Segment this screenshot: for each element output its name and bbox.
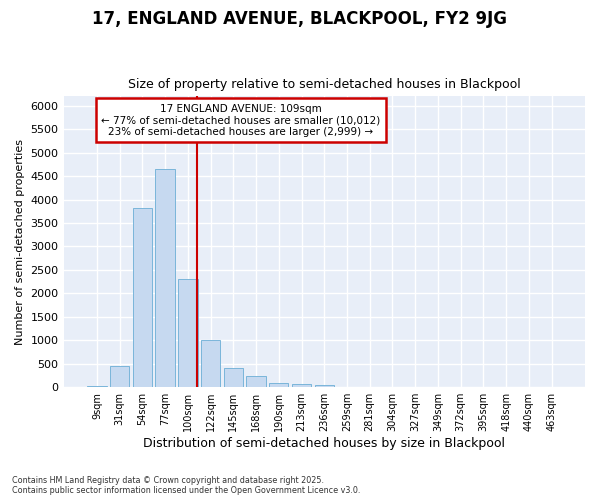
Bar xyxy=(133,208,152,387)
X-axis label: Distribution of semi-detached houses by size in Blackpool: Distribution of semi-detached houses by … xyxy=(143,437,505,450)
Bar xyxy=(155,169,175,387)
Bar xyxy=(292,384,311,387)
Bar xyxy=(110,366,130,387)
Title: Size of property relative to semi-detached houses in Blackpool: Size of property relative to semi-detach… xyxy=(128,78,521,91)
Bar xyxy=(201,340,220,387)
Text: 17 ENGLAND AVENUE: 109sqm
← 77% of semi-detached houses are smaller (10,012)
23%: 17 ENGLAND AVENUE: 109sqm ← 77% of semi-… xyxy=(101,104,380,137)
Y-axis label: Number of semi-detached properties: Number of semi-detached properties xyxy=(15,139,25,345)
Bar xyxy=(224,368,243,387)
Bar xyxy=(247,376,266,387)
Bar xyxy=(314,385,334,387)
Bar xyxy=(269,383,289,387)
Bar xyxy=(178,280,197,387)
Text: 17, ENGLAND AVENUE, BLACKPOOL, FY2 9JG: 17, ENGLAND AVENUE, BLACKPOOL, FY2 9JG xyxy=(92,10,508,28)
Bar xyxy=(87,386,107,387)
Text: Contains HM Land Registry data © Crown copyright and database right 2025.
Contai: Contains HM Land Registry data © Crown c… xyxy=(12,476,361,495)
